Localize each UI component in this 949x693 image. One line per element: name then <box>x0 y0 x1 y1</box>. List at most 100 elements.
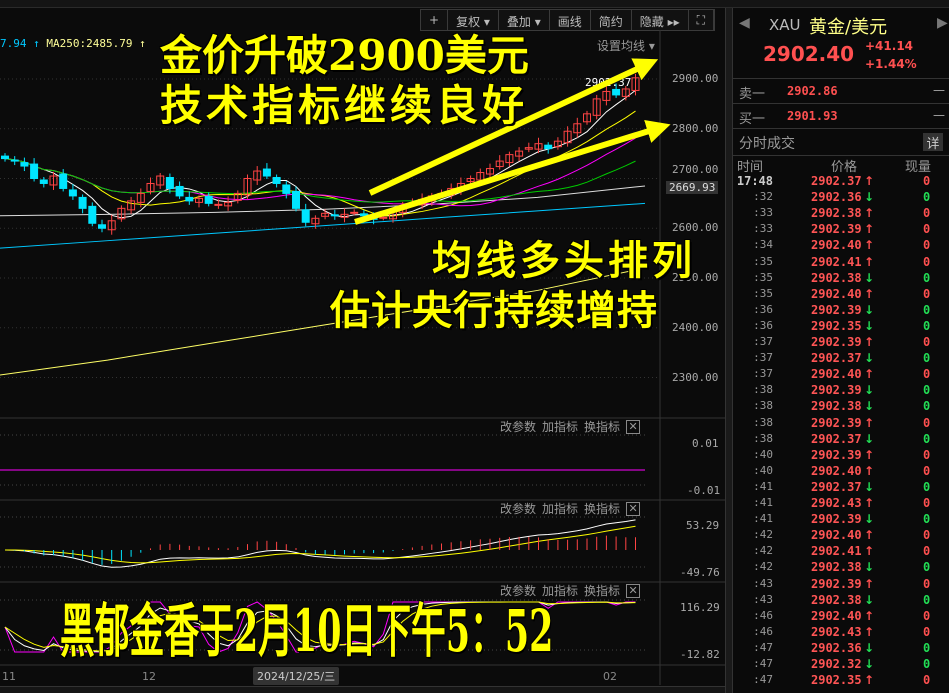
bid-volume: — <box>933 108 945 122</box>
ask-volume: — <box>933 83 945 97</box>
tick-time: :35 <box>753 254 773 268</box>
tick-volume: 0 <box>923 238 931 253</box>
tick-volume: 0 <box>923 544 931 559</box>
tick-time: :35 <box>753 286 773 300</box>
hide-button[interactable]: 隐藏 ▸▸ <box>632 10 689 30</box>
edit-params-button[interactable]: 改参数 <box>500 584 537 598</box>
price-tick: 2800.00 <box>672 122 719 135</box>
simple-mode-button[interactable]: 简约 <box>591 10 632 30</box>
candle <box>224 201 233 207</box>
price-change: +41.14 <box>865 39 914 53</box>
prev-arrow-icon[interactable]: ◀ <box>739 15 750 31</box>
draw-line-button[interactable]: 画线 <box>550 10 591 30</box>
tick-volume: 0 <box>923 399 931 414</box>
candle <box>59 173 68 189</box>
tick-time: :47 <box>753 673 773 687</box>
edit-params-button[interactable]: 改参数 <box>500 502 537 516</box>
arrow-down-icon: ↓ <box>864 657 875 671</box>
tick-row: :42 2902.41 ↑ 0 <box>733 544 949 560</box>
candle <box>185 196 194 202</box>
overlay-button[interactable]: 叠加 ▾ <box>499 10 550 30</box>
tick-row: :47 2902.36 ↓ 0 <box>733 641 949 657</box>
candle <box>612 88 621 96</box>
candle <box>486 168 494 175</box>
tick-price: 2902.37 <box>811 431 862 446</box>
tick-price: 2902.40 <box>811 238 862 253</box>
tick-volume: 0 <box>923 415 931 430</box>
tick-row: :33 2902.39 ↑ 0 <box>733 222 949 238</box>
tick-row: :38 2902.39 ↓ 0 <box>733 383 949 399</box>
switch-indicator-button[interactable]: 换指标 <box>584 420 621 434</box>
tick-row: :36 2902.35 ↓ 0 <box>733 319 949 335</box>
tick-time: :33 <box>753 206 773 220</box>
tick-row: :38 2902.39 ↑ 0 <box>733 416 949 432</box>
add-indicator-button[interactable]: 加指标 <box>542 420 579 434</box>
tick-time: :37 <box>753 335 773 348</box>
candle <box>563 130 572 144</box>
candle <box>127 200 136 211</box>
tick-time: :38 <box>753 415 773 429</box>
close-icon[interactable]: ✕ <box>626 502 641 516</box>
tick-row: :40 2902.39 ↑ 0 <box>733 448 949 464</box>
tick-time: :33 <box>753 222 773 236</box>
arrow-down-icon: ↓ <box>864 512 875 527</box>
close-icon[interactable]: ✕ <box>626 584 641 598</box>
candle <box>165 177 174 189</box>
candle <box>515 150 524 157</box>
set-ma-dropdown[interactable]: 设置均线 ▾ <box>597 39 655 53</box>
tick-volume: 0 <box>923 640 931 655</box>
panel-axis-tick: 0.01 <box>692 437 719 450</box>
price-tick: 2300.00 <box>672 371 719 384</box>
trend-arrow-lower <box>354 119 671 225</box>
scrollbar[interactable] <box>725 8 732 693</box>
switch-indicator-button[interactable]: 换指标 <box>584 584 621 598</box>
candle <box>262 168 271 177</box>
tick-volume: 0 <box>923 206 931 221</box>
tick-row: :37 2902.37 ↓ 0 <box>733 351 949 367</box>
tick-time: :41 <box>753 496 773 509</box>
tick-time: :43 <box>753 592 773 606</box>
tick-volume: 0 <box>923 367 931 382</box>
arrow-up-icon: ↑ <box>864 222 875 237</box>
arrow-up-icon: ↑ <box>864 286 875 301</box>
ask-label: 卖一 <box>739 87 766 102</box>
tick-row: :37 2902.39 ↑ 0 <box>733 335 949 351</box>
fullscreen-icon[interactable]: ⛶ <box>689 10 715 30</box>
tick-volume: 0 <box>923 270 931 285</box>
top-menu-bar[interactable] <box>0 0 949 8</box>
arrow-down-icon: ↓ <box>864 190 875 205</box>
switch-indicator-button[interactable]: 换指标 <box>584 502 621 516</box>
tick-price: 2902.38 <box>811 270 862 285</box>
date-tick: 02 <box>603 670 617 683</box>
arrow-down-icon: ↓ <box>864 431 875 446</box>
crosshair-button[interactable]: + <box>421 10 449 30</box>
kline-chart[interactable] <box>0 30 725 693</box>
tick-price: 2902.39 <box>811 512 862 527</box>
indicator-tab-bar[interactable] <box>0 686 725 693</box>
adjust-button[interactable]: 复权 ▾ <box>448 10 499 30</box>
indicator-panel-3-tools: 改参数 加指标 换指标 ✕ <box>500 584 641 598</box>
date-tick: 11 <box>2 670 16 683</box>
arrow-down-icon: ↓ <box>864 351 875 366</box>
tick-volume: 0 <box>923 222 931 237</box>
edit-params-button[interactable]: 改参数 <box>500 420 537 434</box>
tick-row: 17:48 2902.37 ↑ 0 <box>733 174 949 190</box>
ma-legend: 7.94 ↑ MA250:2485.79 ↑ <box>0 37 146 50</box>
detail-button[interactable]: 详 <box>923 133 943 152</box>
tick-row: :32 2902.36 ↓ 0 <box>733 190 949 206</box>
arrow-up-icon: ↑ <box>864 174 875 188</box>
candle <box>379 216 388 219</box>
add-indicator-button[interactable]: 加指标 <box>542 584 579 598</box>
cursor-price-label: 2669.93 <box>666 181 719 194</box>
date-tick: 12 <box>142 670 156 683</box>
candle <box>583 113 591 123</box>
tick-time: :38 <box>753 383 773 397</box>
tick-price: 2902.38 <box>811 560 862 575</box>
add-indicator-button[interactable]: 加指标 <box>542 502 579 516</box>
next-arrow-icon[interactable]: ▶ <box>937 15 948 31</box>
trend-arrow-upper <box>368 58 659 196</box>
tick-volume: 0 <box>923 383 931 398</box>
close-icon[interactable]: ✕ <box>626 420 641 434</box>
candle <box>573 123 582 134</box>
